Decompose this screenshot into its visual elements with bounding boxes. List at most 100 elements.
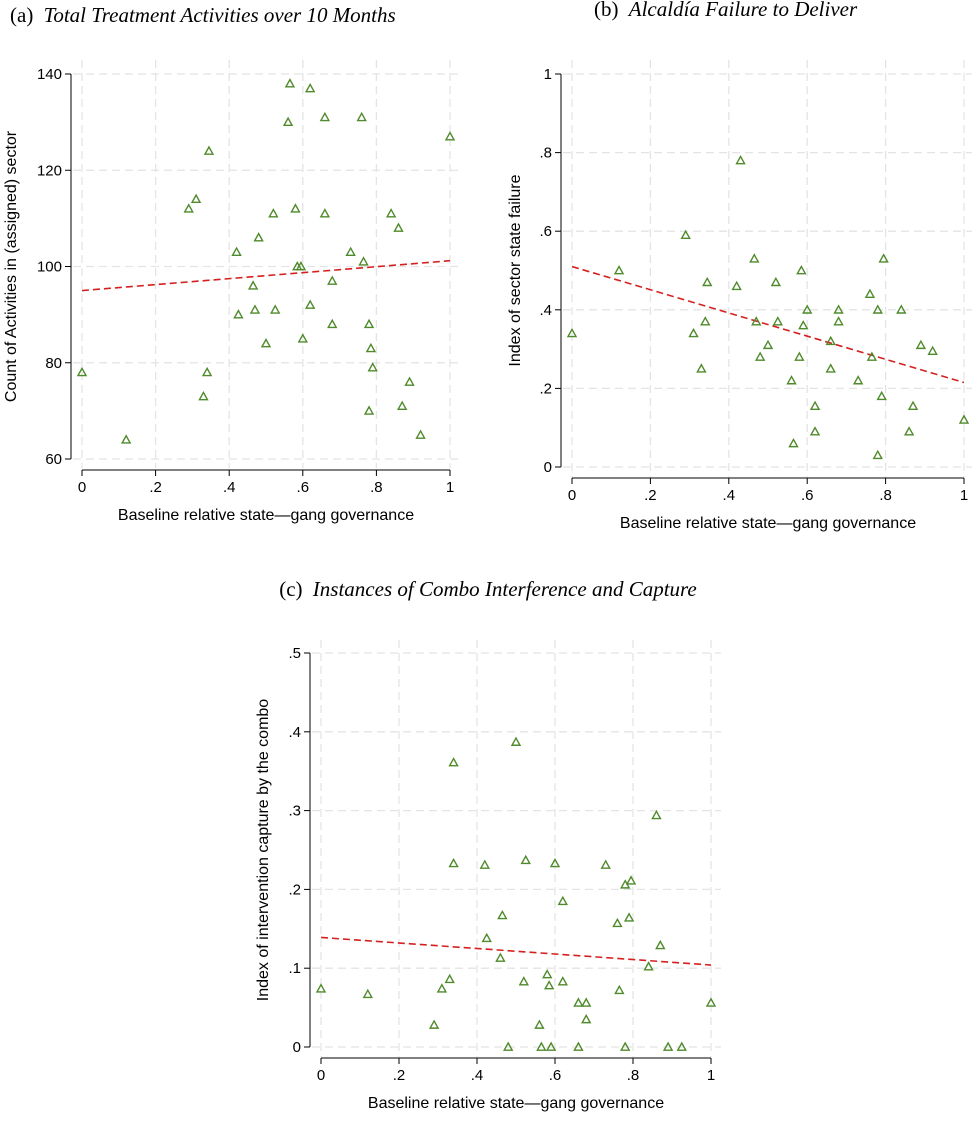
data-point bbox=[518, 976, 529, 986]
data-point bbox=[549, 857, 561, 868]
data-point bbox=[543, 980, 555, 990]
data-point bbox=[833, 316, 844, 326]
data-point bbox=[481, 932, 492, 943]
data-point bbox=[688, 327, 699, 338]
y-tick-label: 1 bbox=[544, 66, 552, 83]
y-tick-label: 120 bbox=[37, 162, 62, 179]
fit-line bbox=[81, 259, 451, 292]
data-point bbox=[249, 304, 261, 314]
panel-c-title-text: Instances of Combo Interference and Capt… bbox=[312, 577, 697, 601]
x-tick-label: 1 bbox=[707, 1067, 715, 1084]
data-point bbox=[290, 203, 301, 213]
x-tick-label: 1 bbox=[446, 479, 454, 496]
data-point bbox=[655, 939, 666, 950]
data-point bbox=[772, 316, 783, 326]
data-point bbox=[643, 961, 654, 971]
data-point bbox=[798, 320, 809, 330]
data-point bbox=[415, 429, 426, 439]
data-point bbox=[614, 984, 625, 995]
x-tick-label: .2 bbox=[644, 487, 657, 504]
panel-b-plot: 0 .2 .4 .6 .8 1 0 .2 .4 .6 .8 1 Baseline relative st… bbox=[507, 60, 972, 532]
y-tick-label: .4 bbox=[539, 302, 552, 319]
data-point bbox=[198, 390, 209, 401]
data-point bbox=[120, 434, 132, 444]
data-point bbox=[794, 351, 805, 361]
data-point bbox=[203, 145, 215, 155]
y-tick-label: .4 bbox=[288, 724, 301, 741]
data-point bbox=[852, 375, 864, 385]
data-point bbox=[363, 405, 375, 415]
panel-a-prefix: (a) bbox=[10, 3, 33, 27]
data-point bbox=[581, 997, 592, 1007]
data-point bbox=[345, 246, 356, 256]
x-tick-label: .4 bbox=[723, 487, 736, 504]
data-point bbox=[557, 976, 568, 986]
data-point bbox=[365, 342, 377, 353]
data-point bbox=[76, 366, 88, 377]
data-point bbox=[510, 736, 522, 746]
panel-a-title: (a) Total Treatment Activities over 10 M… bbox=[10, 3, 396, 27]
y-tick-label: 0 bbox=[544, 459, 552, 476]
data-point bbox=[282, 116, 294, 127]
data-point bbox=[825, 363, 836, 373]
data-point bbox=[573, 1041, 584, 1051]
data-point bbox=[247, 280, 259, 290]
data-point bbox=[825, 335, 836, 346]
panel-b-prefix: (b) bbox=[594, 0, 619, 21]
data-point bbox=[958, 414, 970, 424]
data-point bbox=[754, 351, 766, 361]
y-tick-label: .6 bbox=[539, 223, 552, 240]
y-tick-label: .3 bbox=[288, 803, 301, 820]
data-point bbox=[566, 327, 578, 338]
data-point bbox=[497, 909, 508, 920]
data-point bbox=[542, 969, 553, 979]
data-point bbox=[903, 426, 915, 436]
x-tick-label: 0 bbox=[78, 479, 86, 496]
x-tick-label: .4 bbox=[471, 1067, 484, 1084]
x-axis-title: Baseline relative state—gang governance bbox=[118, 507, 414, 524]
data-point bbox=[319, 111, 331, 122]
data-point bbox=[404, 376, 415, 386]
y-tick-label: .2 bbox=[288, 881, 301, 898]
data-point bbox=[190, 193, 202, 204]
y-tick-label: .2 bbox=[539, 380, 552, 397]
data-point bbox=[253, 232, 264, 242]
y-tick-label: 0 bbox=[293, 1039, 301, 1056]
data-point bbox=[534, 1019, 545, 1029]
data-point bbox=[872, 449, 883, 460]
data-point bbox=[367, 362, 378, 372]
data-point bbox=[680, 229, 691, 240]
data-point bbox=[651, 809, 662, 820]
data-point bbox=[788, 437, 799, 448]
data-point bbox=[786, 375, 797, 385]
data-point bbox=[620, 1041, 631, 1051]
data-point bbox=[751, 316, 762, 326]
data-point bbox=[327, 275, 338, 285]
data-point bbox=[284, 78, 296, 88]
data-point bbox=[833, 304, 844, 314]
x-tick-label: 0 bbox=[317, 1067, 325, 1084]
data-point bbox=[233, 309, 244, 319]
x-tick-label: .4 bbox=[223, 479, 236, 496]
data-point bbox=[809, 400, 821, 410]
data-point bbox=[201, 366, 213, 377]
data-point bbox=[573, 997, 584, 1007]
data-point bbox=[676, 1041, 687, 1051]
data-point bbox=[270, 304, 281, 314]
data-point bbox=[731, 280, 742, 291]
y-axis-title: Index of sector state failure bbox=[507, 174, 524, 366]
data-point bbox=[809, 426, 821, 436]
data-point bbox=[356, 111, 367, 122]
data-point bbox=[770, 276, 782, 287]
data-point bbox=[896, 304, 907, 314]
data-point bbox=[536, 1041, 547, 1051]
data-point bbox=[448, 757, 459, 767]
data-point bbox=[696, 363, 707, 373]
data-point bbox=[448, 857, 459, 868]
data-point bbox=[444, 973, 455, 984]
fit-line bbox=[320, 936, 712, 966]
panel-c-prefix: (c) bbox=[279, 577, 302, 601]
data-point bbox=[866, 351, 878, 361]
data-point bbox=[612, 917, 623, 928]
x-tick-label: .8 bbox=[627, 1067, 640, 1084]
